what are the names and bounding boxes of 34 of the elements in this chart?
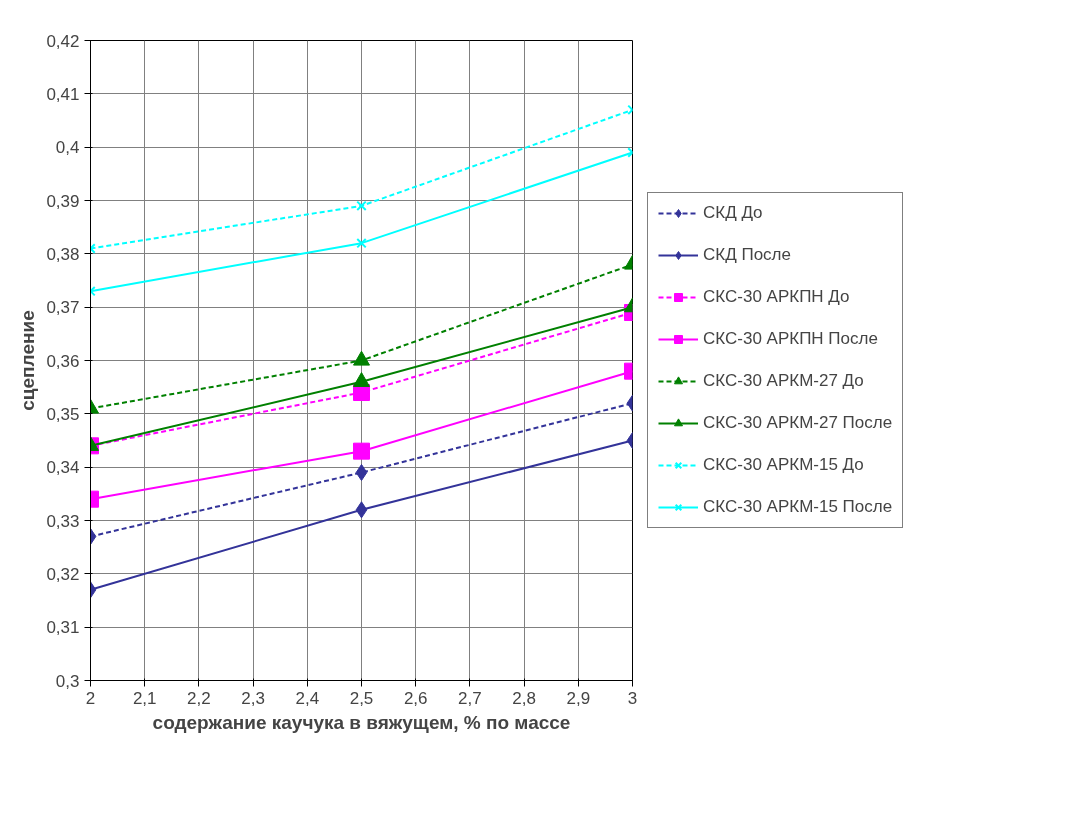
x-tick-label: 3: [627, 688, 638, 708]
x-tick-label: 2,6: [403, 688, 428, 708]
x-tick-label: 2: [85, 688, 96, 708]
y-tick-label: 0,41: [46, 84, 80, 104]
x-tick-label: 2,5: [349, 688, 374, 708]
y-tick-label: 0,33: [46, 511, 80, 531]
y-tick-label: 0,3: [55, 671, 80, 691]
y-tick-label: 0,32: [46, 564, 80, 584]
y-tick-label: 0,34: [46, 458, 80, 478]
legend-label: СКД До: [703, 203, 763, 223]
x-tick-label: 2,8: [512, 688, 536, 708]
y-tick-label: 0,38: [46, 244, 80, 264]
legend-label: СКС-30 АРКПН До: [703, 287, 850, 307]
legend-label: СКС-30 АРКМ-15 После: [703, 497, 893, 517]
x-tick-label: 2,3: [241, 688, 265, 708]
y-tick-label: 0,42: [46, 31, 80, 51]
legend-label: СКС-30 АРКПН После: [703, 329, 878, 349]
y-tick-label: 0,35: [46, 404, 80, 424]
x-tick-label: 2,9: [566, 688, 591, 708]
legend-label: СКС-30 АРКМ-27 После: [703, 413, 893, 433]
x-tick-label: 2,2: [187, 688, 211, 708]
x-tick-label: 2,1: [132, 688, 157, 708]
x-tick-label: 2,7: [458, 688, 482, 708]
x-tick-label: 2,4: [295, 688, 320, 708]
y-tick-label: 0,31: [46, 618, 80, 638]
x-axis-title: содержание каучука в вяжущем, % по массе: [152, 711, 571, 733]
legend-label: СКД После: [703, 245, 791, 265]
legend-label: СКС-30 АРКМ-15 До: [703, 455, 864, 475]
y-tick-label: 0,4: [55, 138, 80, 158]
y-axis-title: сцепление: [17, 310, 39, 411]
y-tick-label: 0,39: [46, 191, 80, 211]
y-tick-label: 0,36: [46, 351, 80, 371]
legend-label: СКС-30 АРКМ-27 До: [703, 371, 864, 391]
y-tick-label: 0,37: [46, 298, 80, 318]
